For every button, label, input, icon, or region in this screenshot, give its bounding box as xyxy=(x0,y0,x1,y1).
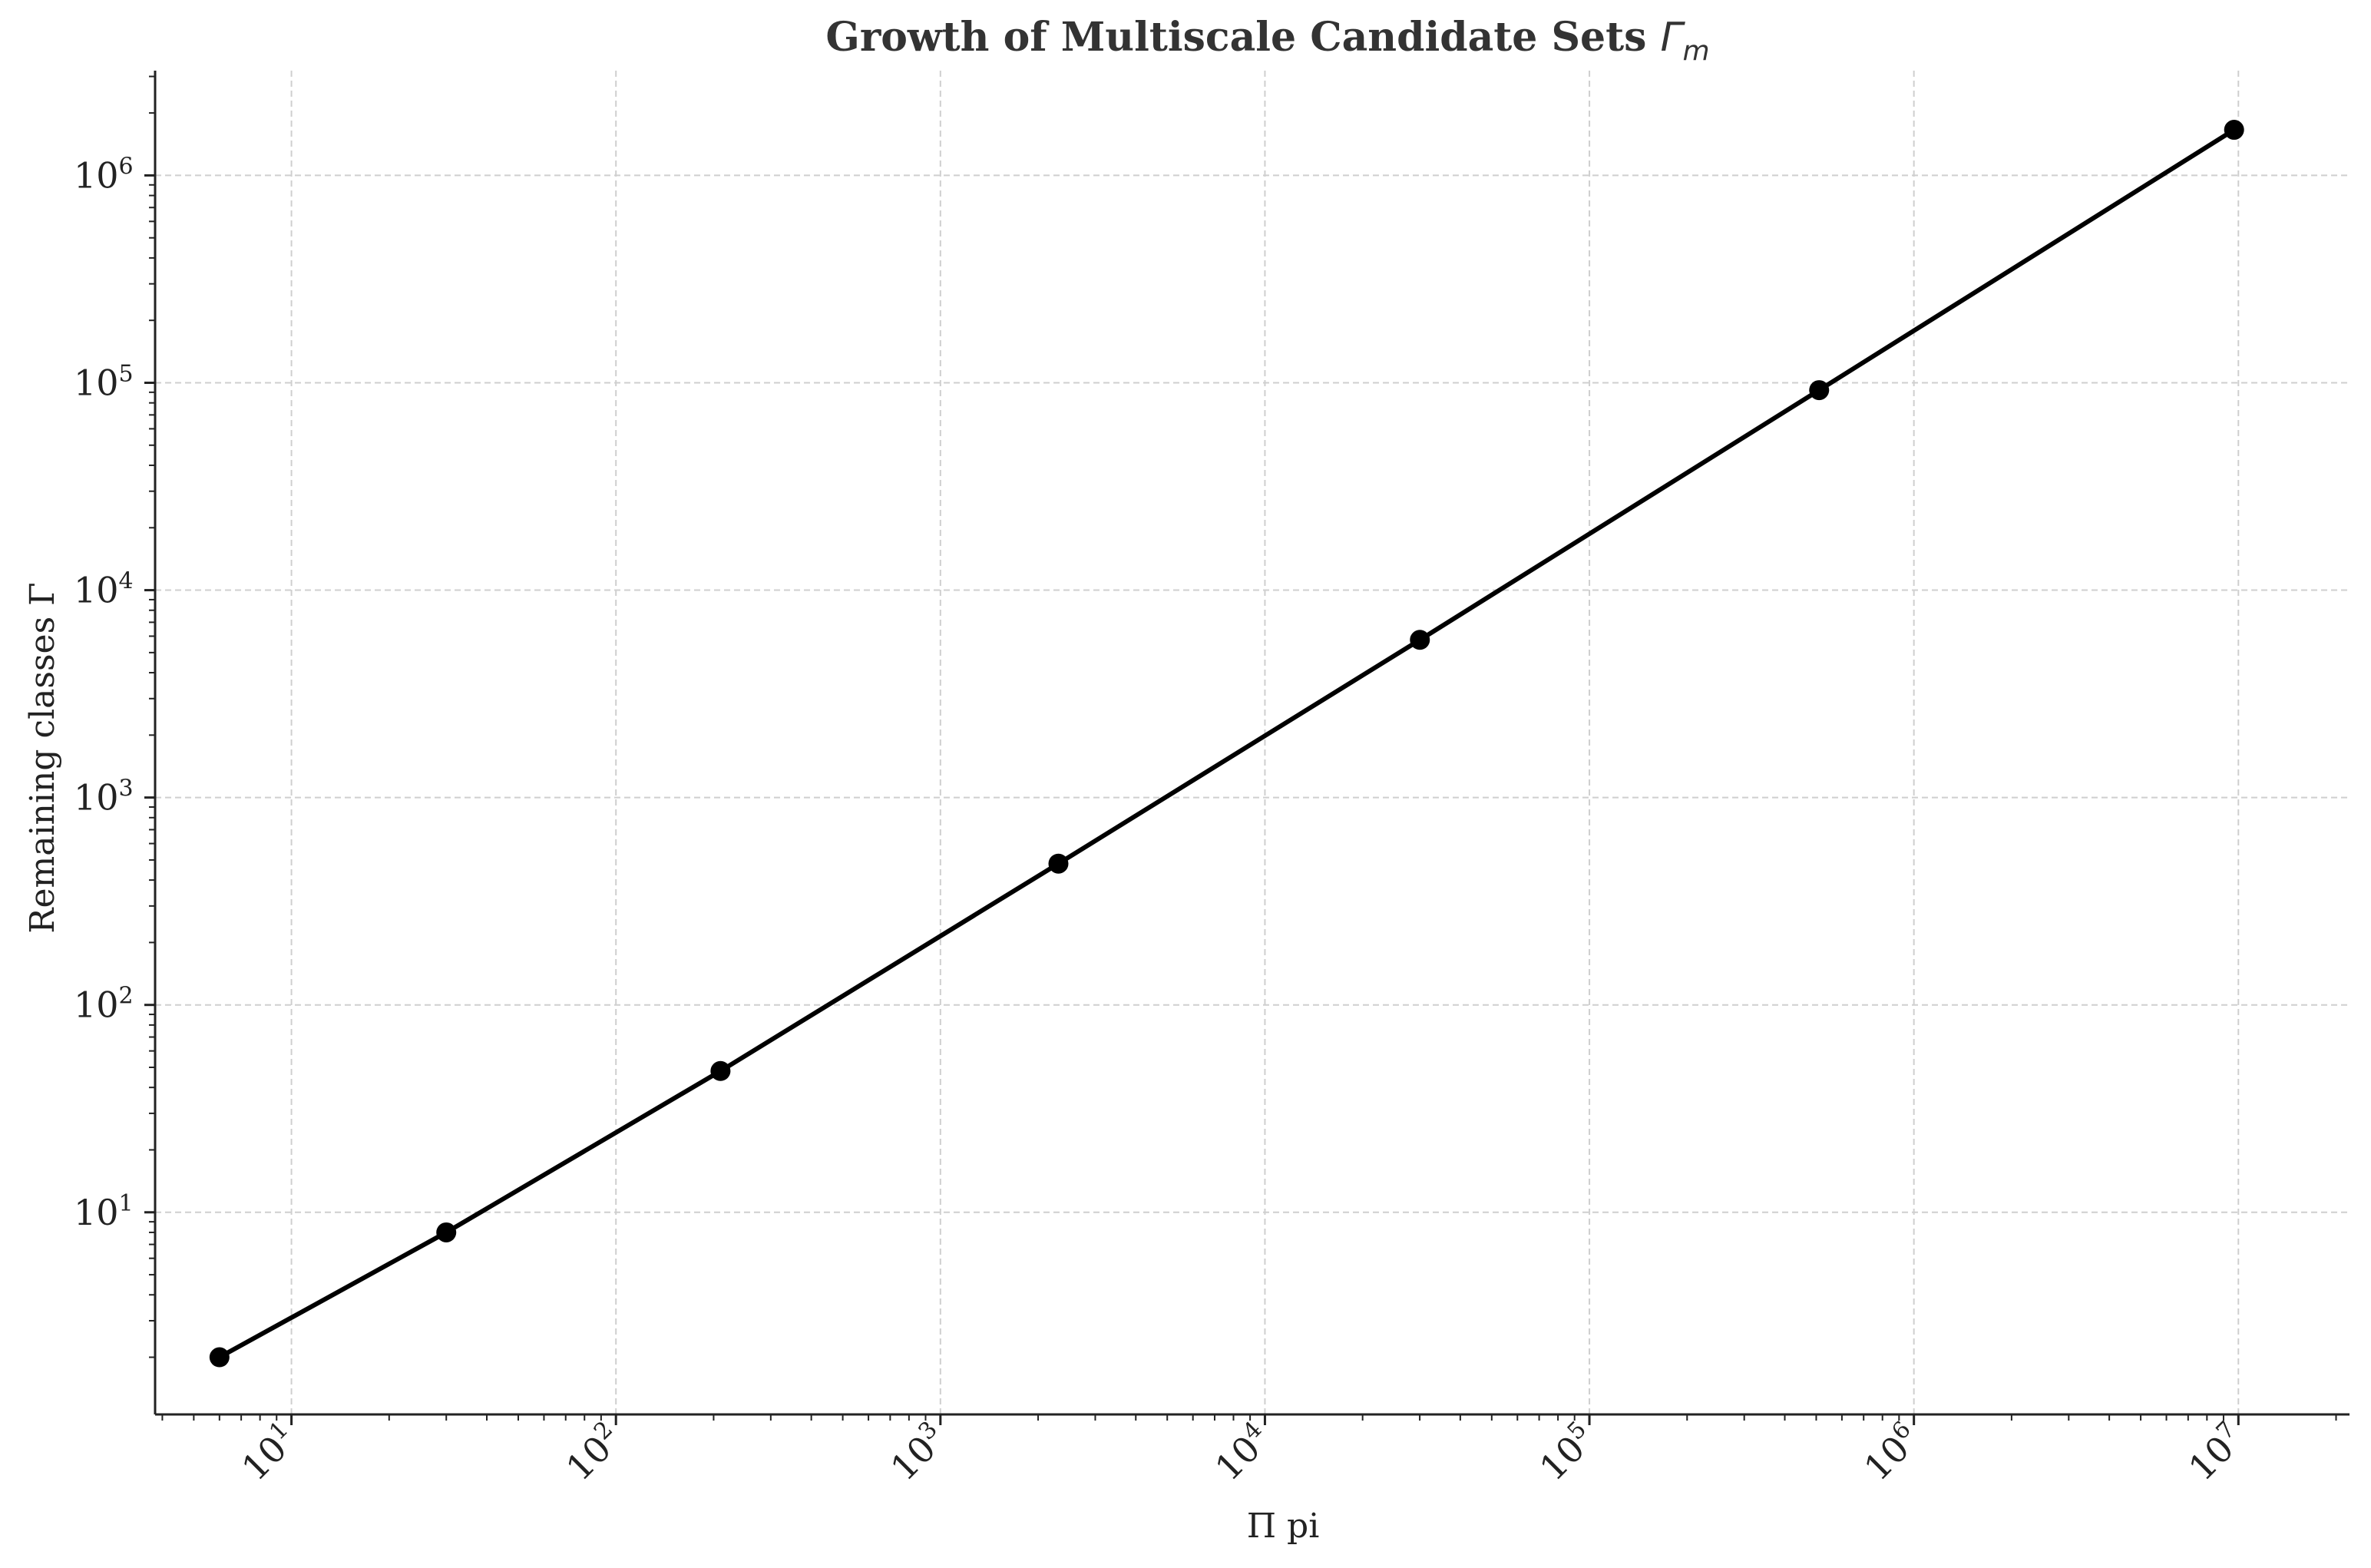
y-tick-base: 10 xyxy=(74,984,119,1026)
y-axis-label: Remaining classes Γ xyxy=(23,582,62,933)
grid-layer xyxy=(155,71,2350,1414)
y-tick-base: 10 xyxy=(74,362,119,403)
y-tick-exponent: 6 xyxy=(119,153,134,180)
chart-title-subscript: m xyxy=(1683,35,1710,67)
chart-title-symbol: Γ xyxy=(1661,15,1686,61)
y-tick-label: 101 xyxy=(74,1190,134,1233)
data-point xyxy=(436,1222,457,1242)
y-tick-exponent: 4 xyxy=(119,568,134,595)
x-axis-label: Π pi xyxy=(1247,1507,1320,1546)
y-tick-base: 10 xyxy=(74,777,119,819)
y-tick-exponent: 1 xyxy=(119,1190,134,1217)
x-tick-label: 103 xyxy=(881,1416,954,1488)
x-tick-label: 101 xyxy=(233,1416,305,1488)
x-tick-label: 102 xyxy=(557,1416,629,1488)
x-tick-label: 104 xyxy=(1206,1416,1278,1488)
y-tick-label: 103 xyxy=(74,776,134,819)
y-tick-base: 10 xyxy=(74,1192,119,1233)
text-layer: 101 102 103 104 105 106 107101102103104105106G… xyxy=(23,14,2252,1546)
y-tick-label: 102 xyxy=(74,983,134,1026)
y-tick-exponent: 3 xyxy=(119,776,134,802)
data-point xyxy=(209,1347,230,1368)
x-tick-label: 106 xyxy=(1855,1416,1927,1488)
data-point xyxy=(1410,630,1430,650)
series-line xyxy=(218,127,2236,1360)
x-tick-label: 107 xyxy=(2180,1416,2252,1488)
chart-title: Growth of Multiscale Candidate Sets Γm xyxy=(825,14,1709,67)
y-tick-exponent: 2 xyxy=(119,983,134,1010)
data-point xyxy=(1809,380,1830,401)
y-tick-label: 106 xyxy=(74,153,134,196)
y-tick-label: 105 xyxy=(74,360,134,403)
y-tick-base: 10 xyxy=(74,570,119,611)
y-tick-exponent: 5 xyxy=(119,360,134,387)
y-tick-base: 10 xyxy=(74,154,119,196)
data-point xyxy=(1048,853,1069,874)
x-tick-label: 105 xyxy=(1530,1416,1602,1488)
data-point xyxy=(710,1060,731,1081)
y-tick-label: 104 xyxy=(74,568,134,611)
chart-title-text: Growth of Multiscale Candidate Sets xyxy=(825,14,1660,61)
data-point xyxy=(2224,120,2244,141)
series-layer xyxy=(209,120,2244,1368)
axes-layer xyxy=(144,71,2350,1425)
